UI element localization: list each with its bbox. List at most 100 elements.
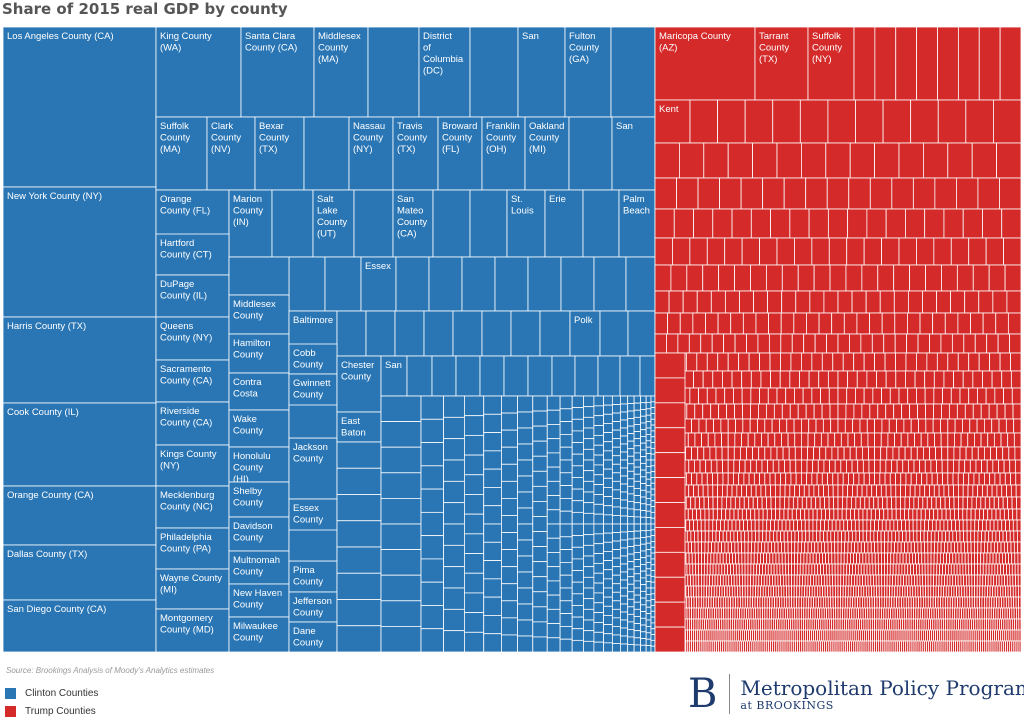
- treemap-cell: [944, 496, 950, 510]
- treemap-cell: [464, 415, 485, 436]
- treemap-cell: [380, 355, 408, 397]
- treemap-cell: [947, 519, 953, 532]
- treemap-cell: [633, 424, 641, 432]
- treemap-cell: [620, 427, 629, 437]
- treemap-cell: [773, 530, 778, 543]
- treemap-cell: [719, 177, 742, 210]
- treemap-cell: [650, 500, 656, 507]
- treemap-cell: [947, 418, 956, 434]
- treemap-cell: [729, 530, 735, 543]
- county-label: Essex: [365, 261, 391, 272]
- treemap-cell: [640, 442, 647, 451]
- treemap-cell: [741, 541, 746, 554]
- treemap-cell: [684, 574, 689, 587]
- treemap-cell: [727, 446, 735, 461]
- treemap-cell: [951, 519, 956, 532]
- treemap-cell: [785, 387, 795, 405]
- treemap-cell: [776, 530, 781, 543]
- treemap-cell: [1000, 432, 1009, 448]
- treemap-cell: [909, 484, 916, 498]
- treemap-cell: [679, 142, 705, 179]
- treemap-cell: [779, 508, 785, 521]
- treemap-cell: [571, 535, 584, 548]
- treemap-cell: [874, 142, 900, 179]
- treemap-cell: [990, 541, 995, 554]
- treemap-cell: [780, 574, 784, 587]
- treemap-cell: [715, 446, 723, 461]
- treemap-cell: [1018, 585, 1022, 598]
- treemap-cell: [633, 523, 641, 532]
- treemap-cell: [919, 459, 926, 474]
- treemap-cell: [764, 563, 769, 576]
- treemap-cell: [654, 208, 675, 239]
- treemap-cell: [924, 370, 935, 389]
- treemap-cell: [797, 264, 815, 292]
- treemap-cell: [924, 484, 930, 498]
- treemap-cell: [380, 574, 422, 602]
- treemap-cell: [887, 432, 895, 448]
- treemap-cell: [744, 552, 749, 565]
- treemap-cell: [706, 574, 711, 587]
- county-label: Hamilton County: [233, 338, 271, 361]
- treemap-cell: [733, 459, 740, 474]
- treemap-cell: [817, 563, 821, 576]
- treemap-cell: [603, 560, 613, 571]
- treemap-cell: [821, 403, 831, 420]
- treemap-cell: [2, 544, 157, 601]
- treemap-cell: [861, 264, 879, 292]
- treemap-cell: [527, 256, 562, 312]
- treemap-cell: [834, 432, 842, 448]
- treemap-cell: [724, 237, 743, 266]
- treemap-cell: [693, 208, 714, 239]
- treemap-cell: [633, 537, 641, 546]
- treemap-cell: [910, 446, 918, 461]
- legend-label-trump: Trump Counties: [25, 706, 96, 717]
- treemap-cell: [732, 552, 737, 565]
- treemap-cell: [620, 563, 629, 573]
- treemap-cell: [828, 496, 834, 510]
- county-label: Queens County (NY): [160, 321, 212, 344]
- treemap-cell: [620, 451, 629, 461]
- treemap-cell: [611, 446, 621, 457]
- treemap-cell: [980, 403, 990, 420]
- treemap-cell: [754, 26, 809, 101]
- treemap-cell: [620, 475, 629, 485]
- treemap-cell: [957, 352, 970, 372]
- treemap-cell: [867, 541, 872, 554]
- treemap-cell: [733, 472, 740, 486]
- treemap-cell: [698, 418, 707, 434]
- treemap-cell: [645, 504, 652, 512]
- treemap-cell: [986, 333, 999, 354]
- treemap-cell: [877, 496, 884, 510]
- treemap-cell: [611, 515, 621, 525]
- treemap-cell: [902, 530, 907, 543]
- treemap-cell: [1018, 607, 1022, 620]
- treemap-cell: [974, 508, 980, 521]
- treemap-cell: [699, 496, 705, 510]
- treemap-cell: [777, 519, 783, 532]
- treemap-cell: [924, 519, 929, 532]
- treemap-cell: [897, 541, 902, 554]
- treemap-cell: [846, 552, 851, 565]
- treemap-cell: [532, 621, 548, 638]
- treemap-cell: [707, 541, 712, 554]
- treemap-cell: [796, 563, 801, 576]
- treemap-cell: [546, 452, 561, 468]
- treemap-cell: [840, 432, 849, 448]
- treemap-cell: [611, 591, 621, 602]
- treemap-cell: [418, 26, 471, 118]
- treemap-cell: [764, 446, 772, 461]
- treemap-cell: [759, 563, 763, 576]
- treemap-cell: [941, 264, 958, 292]
- treemap-cell: [571, 639, 584, 653]
- treemap-cell: [1002, 530, 1008, 543]
- treemap-cell: [336, 520, 382, 548]
- treemap-cell: [611, 549, 621, 559]
- treemap-cell: [816, 519, 822, 532]
- treemap-cell: [640, 617, 647, 626]
- treemap-cell: [483, 541, 502, 561]
- treemap-cell: [874, 459, 881, 474]
- treemap-cell: [889, 519, 895, 532]
- treemap-cell: [650, 581, 656, 589]
- treemap-cell: [770, 484, 776, 498]
